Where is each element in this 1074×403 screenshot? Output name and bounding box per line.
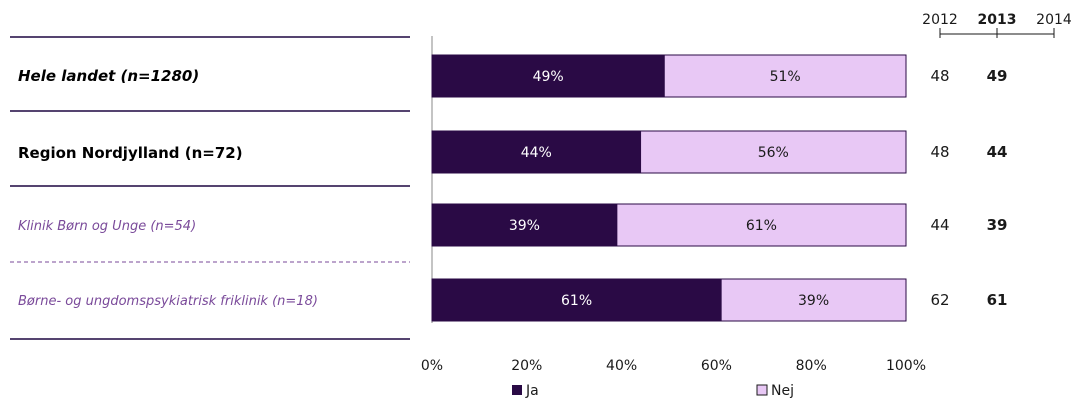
bars: 49% 51% 44% 56% 39% 61% 61% 39% [431,54,907,322]
bar-nej-1 [640,130,907,174]
year-header: 2012 2013 2014 [922,12,1072,38]
bar-label-ja-2: 39% [509,218,540,234]
bar-label-nej-2: 61% [746,218,777,234]
bar-label-nej-1: 56% [758,145,789,161]
legend-swatch-nej [756,384,768,396]
year-value-2013-2: 39 [987,216,1008,234]
category-label-klinik-born-og-unge: Klinik Børn og Unge (n=54) [18,219,196,234]
year-value-2012-2: 44 [930,216,949,234]
x-tick-label-1: 20% [511,358,542,374]
year-2012: 2012 [922,12,958,28]
bar-label-ja-3: 61% [561,293,592,309]
bar-ja-0 [431,54,665,98]
x-tick-label-2: 40% [606,358,637,374]
bar-label-nej-0: 51% [770,69,801,85]
bar-label-ja-1: 44% [521,145,552,161]
x-tick-label-0: 0% [421,358,443,374]
bar-nej-2 [616,203,907,247]
separators [10,36,410,340]
year-value-2012-0: 48 [930,67,949,85]
x-tick-label-3: 60% [701,358,732,374]
legend: Ja Nej [512,383,794,399]
bar-label-ja-0: 49% [533,69,564,85]
category-label-region-nordjylland: Region Nordjylland (n=72) [18,144,243,162]
year-value-2012-3: 62 [930,291,949,309]
year-value-2013-3: 61 [987,291,1008,309]
year-values: 48 48 44 62 49 44 39 61 [930,67,1007,309]
year-2013: 2013 [978,12,1017,28]
category-labels: Hele landet (n=1280) Region Nordjylland … [18,67,318,309]
legend-swatch-ja [512,385,522,395]
x-tick-label-4: 80% [796,358,827,374]
year-value-2013-0: 49 [987,67,1008,85]
bar-ja-3 [431,278,722,322]
bar-nej-3 [720,278,907,322]
category-label-hele-landet: Hele landet (n=1280) [18,67,199,85]
x-tick-labels: 0% 20% 40% 60% 80% 100% [421,358,926,374]
year-value-2013-1: 44 [987,143,1008,161]
category-label-friklinik: Børne- og ungdomspsykiatrisk friklinik (… [18,294,318,309]
year-value-2012-1: 48 [930,143,949,161]
bar-label-nej-3: 39% [798,293,829,309]
bar-nej-0 [663,54,907,98]
legend-label-ja: Ja [525,383,539,399]
x-tick-label-5: 100% [886,358,926,374]
year-2014: 2014 [1036,12,1072,28]
legend-label-nej: Nej [771,383,794,399]
